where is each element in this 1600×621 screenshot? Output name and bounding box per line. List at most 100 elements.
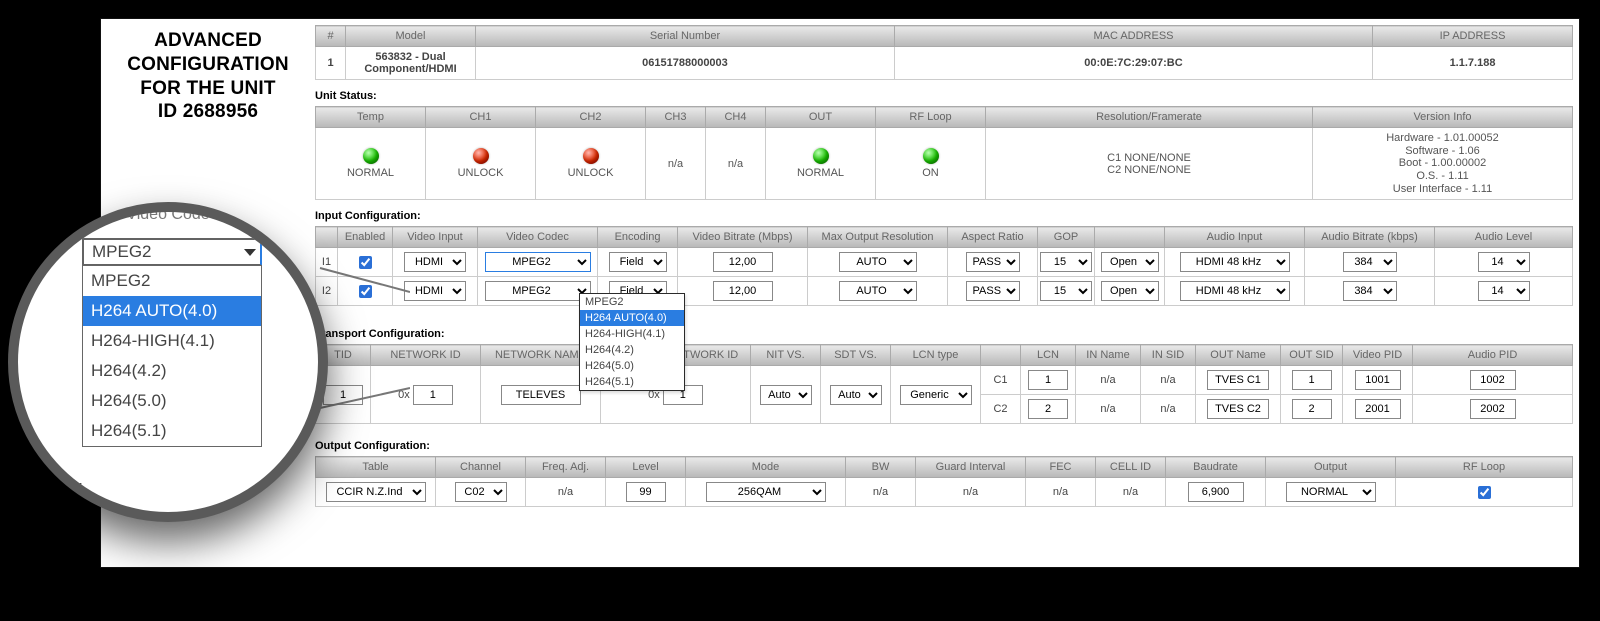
tid-input[interactable]	[323, 385, 363, 405]
out-name-input[interactable]	[1207, 399, 1269, 419]
magnifier-codec-option[interactable]: H264(5.0)	[83, 386, 261, 416]
status-cell: UNLOCK	[536, 128, 646, 200]
col-mac: MAC ADDRESS	[894, 26, 1372, 47]
video-codec-select[interactable]: MPEG2	[485, 281, 591, 301]
magnifier-codec-option[interactable]: MPEG2	[83, 266, 261, 296]
enabled-checkbox[interactable]	[359, 256, 372, 269]
gop-type-select[interactable]: Open	[1101, 252, 1159, 272]
video-pid-input[interactable]	[1355, 370, 1401, 390]
encoding-select[interactable]: Field	[609, 252, 667, 272]
mode-select[interactable]: 256QAM	[706, 482, 826, 502]
status-cell: n/a	[646, 128, 706, 200]
col-rfloop: RF Loop	[876, 107, 986, 128]
col-nit: NIT VS.	[751, 345, 821, 366]
magnifier-dropdown-menu[interactable]: MPEG2H264 AUTO(4.0)H264-HIGH(4.1)H264(4.…	[82, 265, 262, 447]
cell-id: n/a	[1096, 478, 1166, 507]
col-lcntype: LCN type	[891, 345, 981, 366]
gop-length-select[interactable]: 15	[1040, 252, 1092, 272]
status-text: ON	[922, 167, 939, 179]
codec-option[interactable]: H264(5.1)	[580, 374, 684, 390]
magnifier-codec-option[interactable]: H264(4.2)	[83, 356, 261, 386]
col-gop2	[1095, 227, 1165, 248]
unit-status-table: Temp CH1 CH2 CH3 CH4 OUT RF Loop Resolut…	[315, 106, 1573, 200]
guard-interval: n/a	[916, 478, 1026, 507]
magnifier-codec-option[interactable]: H264 AUTO(4.0)	[83, 296, 261, 326]
col-freq: Freq. Adj.	[526, 457, 606, 478]
codec-option[interactable]: H264 AUTO(4.0)	[580, 310, 684, 326]
magnifier-codec-option[interactable]: H264(5.1)	[83, 416, 261, 446]
lcn-type-select[interactable]: Generic	[900, 385, 972, 405]
aspect-ratio-select[interactable]: PASS	[966, 252, 1020, 272]
max-resolution-select[interactable]: AUTO	[839, 252, 917, 272]
network-id-input[interactable]	[413, 385, 453, 405]
enabled-checkbox[interactable]	[359, 285, 372, 298]
video-codec-select[interactable]: MPEG2	[485, 252, 591, 272]
video-input-select[interactable]: HDMI	[404, 252, 466, 272]
out-sid-input[interactable]	[1292, 370, 1332, 390]
video-input-select[interactable]: HDMI	[404, 281, 466, 301]
network-name-input[interactable]	[501, 385, 581, 405]
status-text: NORMAL	[347, 167, 394, 179]
max-resolution-select[interactable]: AUTO	[839, 281, 917, 301]
lcn-input[interactable]	[1028, 370, 1068, 390]
baudrate-input[interactable]	[1188, 482, 1244, 502]
audio-level-select[interactable]: 14	[1478, 252, 1530, 272]
col-nid: NETWORK ID	[371, 345, 481, 366]
codec-option[interactable]: H264(5.0)	[580, 358, 684, 374]
audio-input-select[interactable]: HDMI 48 kHz	[1180, 252, 1290, 272]
output-config-table: Table Channel Freq. Adj. Level Mode BW G…	[315, 456, 1573, 507]
col-enabled: Enabled	[338, 227, 393, 248]
audio-pid-input[interactable]	[1470, 370, 1516, 390]
col-baud: Baudrate	[1166, 457, 1266, 478]
col-maxres: Max Output Resolution	[808, 227, 948, 248]
out-name-input[interactable]	[1207, 370, 1269, 390]
audio-pid-input[interactable]	[1470, 399, 1516, 419]
output-config-label: Output Configuration:	[315, 440, 1573, 452]
status-cell: ON	[876, 128, 986, 200]
col-vbr: Video Bitrate (Mbps)	[678, 227, 808, 248]
status-cell: n/a	[706, 128, 766, 200]
magnifier-codec-option[interactable]: H264-HIGH(4.1)	[83, 326, 261, 356]
col-cell: CELL ID	[1096, 457, 1166, 478]
video-bitrate-input[interactable]	[713, 252, 773, 272]
output-select[interactable]: NORMAL	[1286, 482, 1376, 502]
channel-label: C1	[981, 366, 1021, 395]
video-codec-dropdown-menu[interactable]: MPEG2H264 AUTO(4.0)H264-HIGH(4.1)H264(4.…	[579, 293, 685, 391]
rf-loop-checkbox[interactable]	[1478, 486, 1491, 499]
lcn-input[interactable]	[1028, 399, 1068, 419]
video-bitrate-input[interactable]	[713, 281, 773, 301]
audio-level-select[interactable]: 14	[1478, 281, 1530, 301]
val-ip: 1.1.7.188	[1373, 47, 1573, 80]
freq-adj: n/a	[526, 478, 606, 507]
audio-bitrate-select[interactable]: 384	[1343, 252, 1397, 272]
channel-select[interactable]: C02	[455, 482, 507, 502]
aspect-ratio-select[interactable]: PASS	[966, 281, 1020, 301]
unit-info-table: # Model Serial Number MAC ADDRESS IP ADD…	[315, 25, 1573, 80]
nit-select[interactable]: Auto	[760, 385, 812, 405]
out-sid-input[interactable]	[1292, 399, 1332, 419]
in-sid: n/a	[1141, 366, 1196, 395]
col-out: OUT	[766, 107, 876, 128]
codec-option[interactable]: MPEG2	[580, 294, 684, 310]
gop-type-select[interactable]: Open	[1101, 281, 1159, 301]
video-pid-input[interactable]	[1355, 399, 1401, 419]
sdt-select[interactable]: Auto	[830, 385, 882, 405]
col-mode: Mode	[686, 457, 846, 478]
codec-option[interactable]: H264-HIGH(4.1)	[580, 326, 684, 342]
channel-label: C2	[981, 395, 1021, 424]
gop-length-select[interactable]: 15	[1040, 281, 1092, 301]
audio-bitrate-select[interactable]: 384	[1343, 281, 1397, 301]
in-sid: n/a	[1141, 395, 1196, 424]
title-line: CONFIGURATION	[101, 53, 315, 77]
magnifier-codec-select[interactable]: MPEG2	[82, 238, 262, 266]
val-serial: 06151788000003	[476, 47, 895, 80]
level-input[interactable]	[626, 482, 666, 502]
col-ar: Aspect Ratio	[948, 227, 1038, 248]
audio-input-select[interactable]: HDMI 48 kHz	[1180, 281, 1290, 301]
magnifier-lens: Video Codec MPEG2 MPEG2H264 AUTO(4.0)H26…	[8, 202, 328, 522]
codec-option[interactable]: H264(4.2)	[580, 342, 684, 358]
unit-status-label: Unit Status:	[315, 90, 1573, 102]
transport-config-label: Transport Configuration:	[315, 328, 1573, 340]
col-sdt: SDT VS.	[821, 345, 891, 366]
freq-table-select[interactable]: CCIR N.Z.Ind	[326, 482, 426, 502]
